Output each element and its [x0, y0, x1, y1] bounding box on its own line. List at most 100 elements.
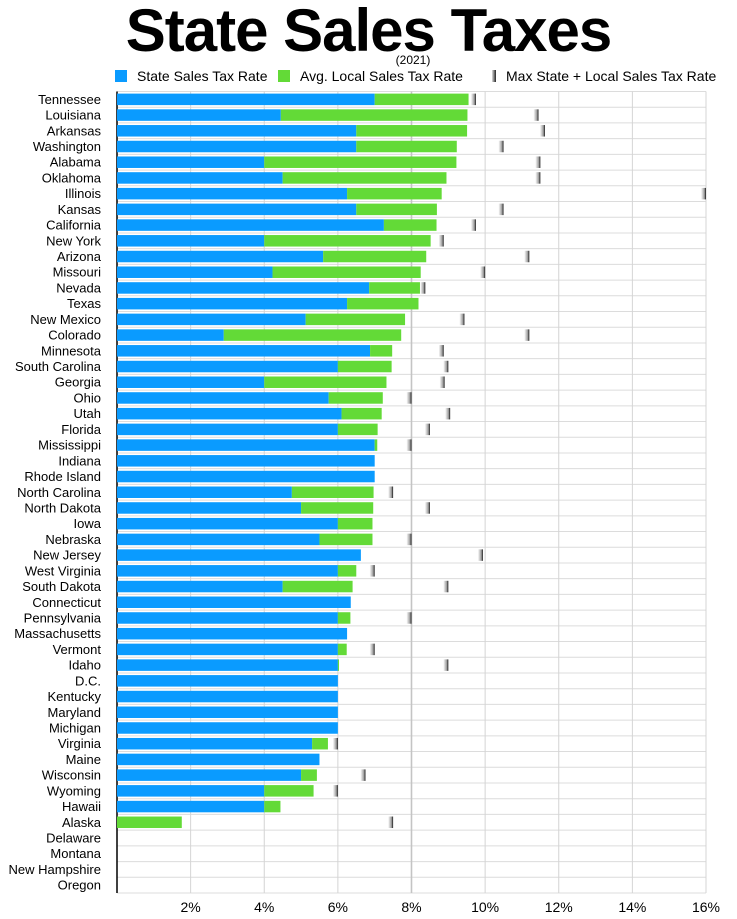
category-label: Arkansas [47, 123, 102, 138]
max-rate-marker [477, 549, 483, 561]
category-label: Minnesota [41, 343, 102, 358]
category-label: Maryland [48, 705, 101, 720]
category-label: New York [46, 233, 101, 248]
local-rate-bar [356, 125, 468, 137]
max-rate-marker [459, 313, 465, 326]
state-rate-bar [117, 800, 265, 813]
category-label: Washington [33, 139, 101, 154]
legend-label-state: State Sales Tax Rate [137, 68, 268, 84]
local-rate-bar [223, 329, 402, 341]
max-rate-marker [443, 580, 449, 593]
max-rate-marker [369, 643, 375, 656]
max-rate-marker [424, 502, 430, 514]
max-rate-marker [533, 109, 539, 121]
max-rate-marker [701, 187, 706, 200]
state-rate-bar [117, 392, 329, 404]
category-label: Connecticut [32, 595, 101, 610]
state-rate-bar [117, 360, 338, 373]
local-rate-bar [319, 533, 373, 546]
category-label: Alabama [50, 155, 102, 170]
local-rate-bar [301, 502, 374, 514]
state-rate-bar [117, 125, 357, 137]
local-rate-bar [341, 407, 382, 420]
state-rate-bar [117, 93, 375, 106]
local-rate-bar [337, 517, 373, 530]
x-tick-label: 2% [181, 899, 201, 915]
state-rate-bar [117, 250, 324, 263]
local-rate-bar [347, 297, 419, 310]
state-rate-bar [117, 297, 348, 310]
local-rate-bar [347, 187, 442, 200]
category-label: North Carolina [17, 485, 102, 500]
state-rate-bar [117, 517, 338, 530]
max-rate-marker [470, 219, 476, 231]
state-rate-bar [117, 659, 338, 671]
state-rate-bar [117, 313, 306, 326]
category-label: Virginia [58, 736, 102, 751]
state-rate-bar [117, 753, 320, 766]
category-label: Louisiana [45, 108, 101, 123]
local-rate-bar [305, 313, 406, 326]
state-rate-bar [117, 565, 338, 577]
legend-item-state: State Sales Tax Rate [115, 68, 267, 84]
category-label: New Hampshire [9, 862, 101, 877]
local-rate-bar [312, 737, 328, 750]
max-rate-marker [369, 565, 375, 577]
max-rate-marker [445, 407, 451, 420]
category-label: North Dakota [24, 500, 101, 515]
max-rate-marker [406, 439, 412, 451]
category-label: Montana [50, 846, 101, 861]
state-rate-bar [117, 486, 292, 498]
chart-subtitle: (2021) [395, 53, 431, 67]
max-rate-marker [420, 282, 426, 294]
state-rate-bar [117, 706, 338, 719]
max-rate-marker [332, 737, 338, 750]
chart-title: State Sales Taxes [125, 0, 613, 64]
legend-label-max: Max State + Local Sales Tax Rate [506, 68, 717, 84]
category-label: Arizona [57, 249, 102, 264]
local-rate-bar [282, 172, 447, 184]
state-rate-bar [117, 627, 348, 640]
category-label: Oklahoma [42, 170, 102, 185]
category-label: Iowa [74, 516, 102, 531]
state-rate-bar [117, 187, 348, 200]
local-rate-bar [117, 816, 182, 829]
category-label: Utah [74, 406, 101, 421]
local-rate-bar [337, 360, 392, 373]
category-label: Nevada [56, 280, 102, 295]
category-label: Illinois [65, 186, 102, 201]
state-rate-bar [117, 156, 265, 168]
category-label: Oregon [58, 878, 101, 893]
max-rate-marker [535, 156, 541, 168]
state-rate-bar [117, 282, 370, 294]
category-label: Missouri [53, 265, 102, 280]
local-rate-bar [337, 423, 378, 436]
state-rate-bar [117, 109, 281, 121]
state-rate-bar [117, 345, 371, 357]
max-rate-marker [424, 423, 430, 436]
local-rate-bar [370, 345, 393, 357]
local-rate-bar [356, 203, 437, 216]
local-rate-bar [264, 235, 431, 247]
local-rate-bar [264, 785, 314, 797]
state-rate-bar [117, 329, 224, 341]
category-label: Mississippi [38, 438, 101, 453]
category-label: Indiana [58, 453, 101, 468]
category-label: Vermont [53, 642, 102, 657]
x-tick-label: 8% [401, 899, 421, 915]
legend-item-local: Avg. Local Sales Tax Rate [278, 68, 463, 84]
max-rate-marker [438, 235, 444, 247]
state-rate-bar [117, 690, 338, 703]
legend-swatch-local [278, 70, 290, 82]
category-label: Tennessee [38, 92, 101, 107]
state-rate-bar [117, 549, 361, 561]
category-label: Rhode Island [24, 469, 101, 484]
max-rate-marker [524, 329, 530, 341]
state-rate-bar [117, 533, 320, 546]
max-rate-marker [443, 360, 449, 373]
category-label: Delaware [46, 830, 101, 845]
x-tick-label: 6% [328, 899, 348, 915]
local-rate-bar [264, 376, 387, 388]
x-tick-label: 4% [254, 899, 274, 915]
